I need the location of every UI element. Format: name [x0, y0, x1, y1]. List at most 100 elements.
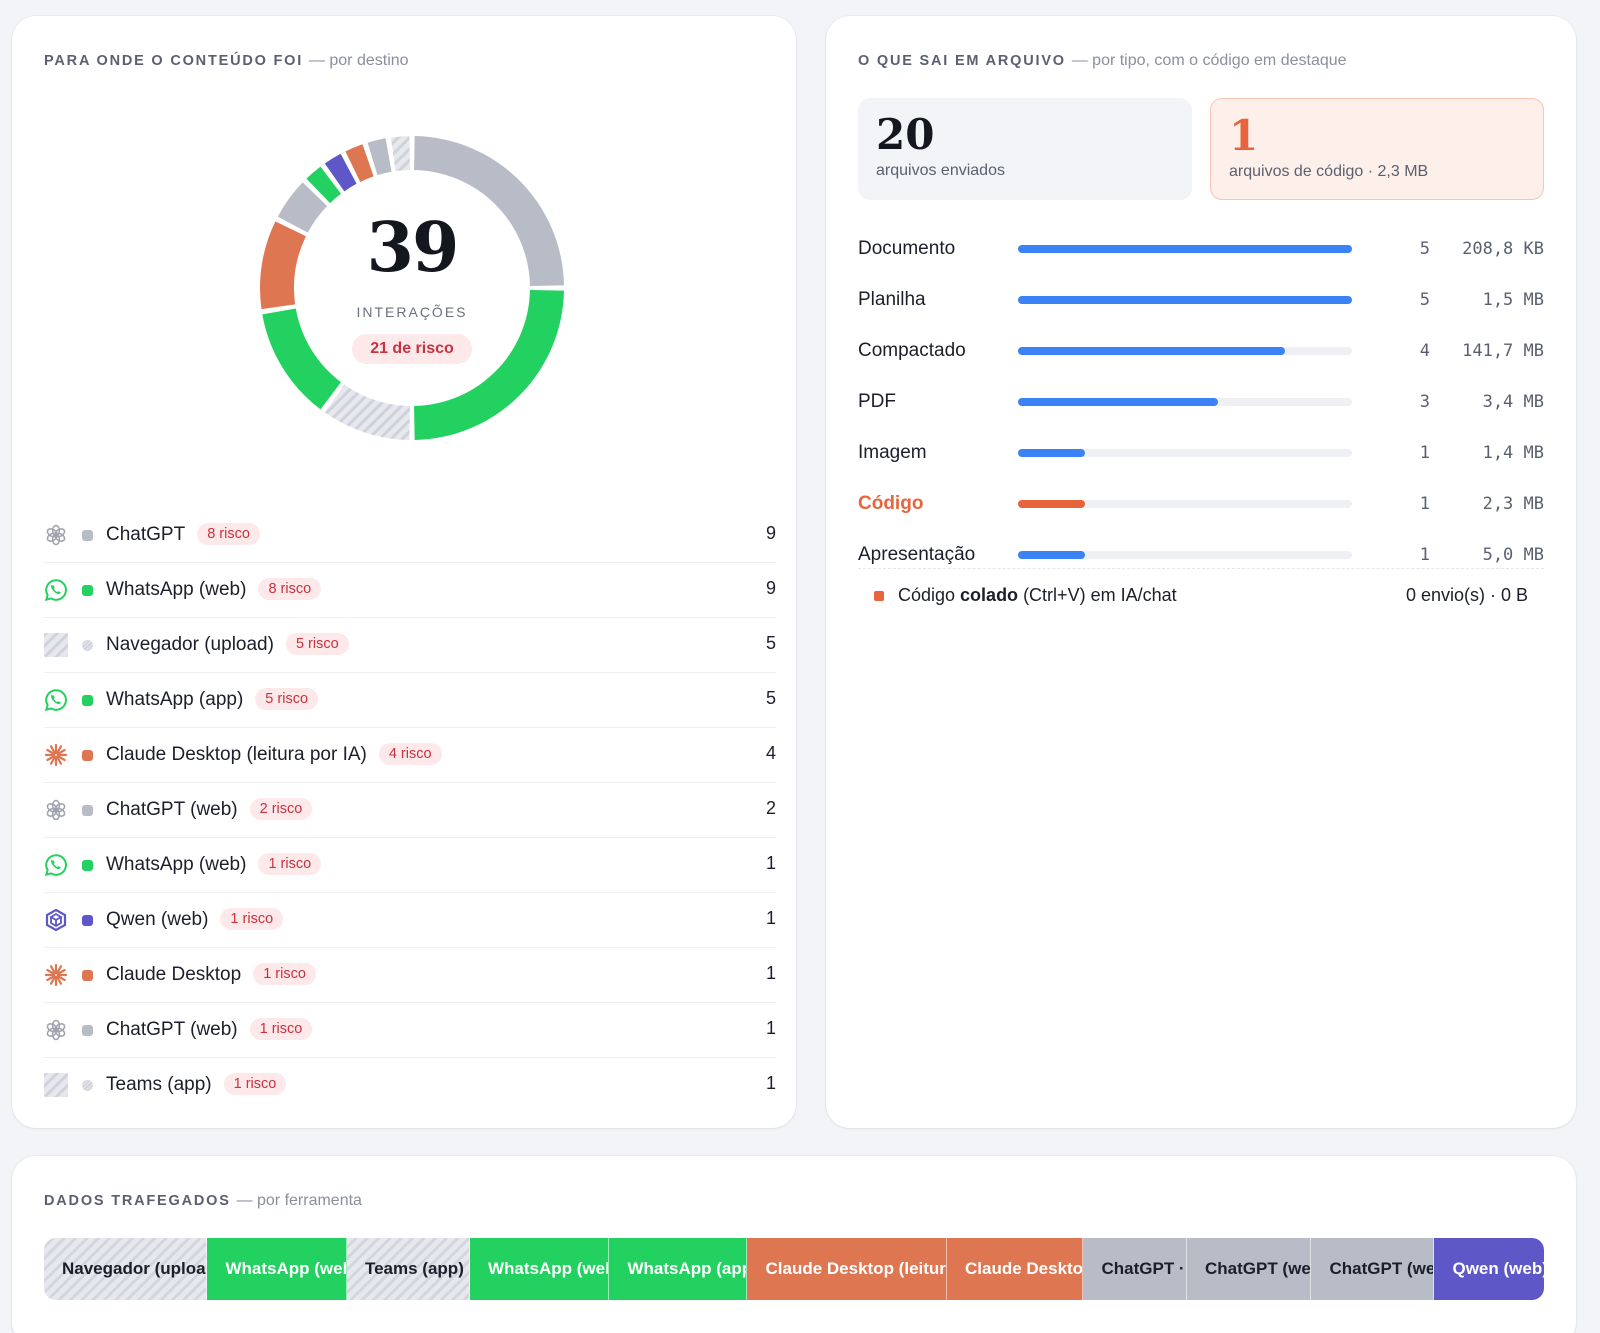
destination-name-text: Teams (app) — [106, 1074, 212, 1095]
destination-color-dot — [82, 530, 93, 541]
destination-name: ChatGPT (web) 1 risco — [106, 1018, 313, 1041]
files-card: O QUE SAI EM ARQUIVO — por tipo, com o c… — [826, 16, 1576, 1128]
destination-row: Qwen (web) 1 risco 1 — [44, 893, 776, 948]
destination-name: Navegador (upload) 5 risco — [106, 633, 349, 656]
traffic-segment[interactable]: Teams (app) — [346, 1238, 470, 1300]
destination-name-text: WhatsApp (app) — [106, 689, 244, 710]
whatsapp-icon — [44, 578, 68, 602]
destination-risk-badge: 1 risco — [258, 853, 322, 875]
destination-color-dot — [82, 1025, 93, 1036]
destination-color-dot — [82, 750, 93, 761]
destination-name: ChatGPT 8 risco — [106, 523, 260, 546]
file-type-size: 208,8 KB — [1462, 239, 1544, 259]
files-subtitle: — por tipo, com o código em destaque — [1071, 52, 1347, 69]
donut-segment[interactable] — [324, 384, 410, 440]
destinations-donut-chart: 39 INTERAÇÕES 21 de risco — [244, 120, 580, 456]
donut-segment[interactable] — [277, 182, 328, 233]
claude-icon — [44, 743, 68, 767]
destination-count: 1 — [765, 853, 776, 873]
destination-risk-badge: 1 risco — [223, 1073, 287, 1095]
destination-name-text: Qwen (web) — [106, 909, 209, 930]
donut-svg — [260, 136, 564, 440]
traffic-segment[interactable]: Claude Desktop — [946, 1238, 1084, 1300]
file-type-row: Código 1 2,3 MB — [858, 479, 1544, 530]
traffic-segment[interactable]: ChatGPT (web) — [1311, 1238, 1435, 1300]
file-type-row: Apresentação 1 5,0 MB — [858, 530, 1544, 581]
file-type-size: 2,3 MB — [1482, 494, 1544, 514]
file-type-name: Imagem — [858, 442, 927, 463]
traffic-segment[interactable]: WhatsApp (web) — [207, 1238, 347, 1300]
destination-row: Claude Desktop 1 risco 1 — [44, 948, 776, 1003]
file-type-row: Documento 5 208,8 KB — [858, 224, 1544, 275]
file-type-size: 1,5 MB — [1482, 290, 1544, 310]
file-type-bar-track — [1018, 245, 1352, 253]
files-total-label: arquivos enviados — [876, 162, 1005, 179]
destination-count: 9 — [765, 578, 776, 598]
file-type-name: PDF — [858, 391, 896, 412]
donut-segment[interactable] — [367, 138, 392, 176]
donut-segment[interactable] — [390, 136, 410, 172]
file-type-name: Apresentação — [858, 544, 976, 565]
destination-count: 9 — [765, 523, 776, 543]
file-type-size: 1,4 MB — [1482, 443, 1544, 463]
chatgpt-icon — [44, 798, 68, 822]
files-code-value: 1 — [1229, 111, 1259, 160]
traffic-segment[interactable]: Qwen (web) — [1434, 1238, 1544, 1300]
destination-count: 1 — [765, 963, 776, 983]
donut-segment[interactable] — [324, 153, 357, 192]
chatgpt-icon — [44, 523, 68, 547]
donut-total: 39 — [366, 208, 460, 288]
destination-risk-badge: 8 risco — [197, 523, 260, 545]
destination-name-text: Navegador (upload) — [106, 634, 274, 655]
destination-count: 5 — [765, 633, 776, 653]
file-type-count: 5 — [1419, 290, 1430, 310]
donut-segment[interactable] — [306, 166, 341, 204]
destination-color-dot — [82, 695, 93, 706]
traffic-segment[interactable]: WhatsApp (app) — [609, 1238, 748, 1300]
traffic-title-block: DADOS TRAFEGADOS — por ferramenta — [44, 1192, 362, 1210]
traffic-segment[interactable]: Navegador (upload) — [44, 1238, 208, 1300]
destination-count: 5 — [765, 688, 776, 708]
file-type-bar-track — [1018, 500, 1352, 508]
destination-color-dot — [82, 970, 93, 981]
donut-segment[interactable] — [262, 308, 341, 410]
file-type-bar-fill — [1018, 500, 1085, 508]
file-type-bar-fill — [1018, 245, 1352, 253]
donut-segment[interactable] — [260, 221, 306, 310]
destination-name-text: Claude Desktop — [106, 964, 242, 985]
file-types-list: Documento 5 208,8 KB Planilha 5 1,5 MB Compact… — [858, 224, 1544, 581]
destination-count: 1 — [765, 1073, 776, 1093]
file-type-count: 1 — [1419, 545, 1430, 565]
destination-name-text: ChatGPT (web) — [106, 1019, 238, 1040]
file-type-row: Planilha 5 1,5 MB — [858, 275, 1544, 326]
file-type-name: Compactado — [858, 340, 966, 361]
donut-segment[interactable] — [414, 290, 564, 440]
files-code-label: arquivos de código · 2,3 MB — [1229, 163, 1429, 180]
destination-color-dot — [82, 860, 93, 871]
qwen-icon — [44, 908, 68, 932]
donut-segment[interactable] — [414, 136, 564, 286]
file-type-bar-track — [1018, 347, 1352, 355]
code-paste-bold: colado — [960, 585, 1019, 605]
destination-row: WhatsApp (web) 8 risco 9 — [44, 563, 776, 618]
files-total-stat: 20 arquivos enviados — [858, 98, 1192, 200]
donut-segment[interactable] — [345, 144, 374, 182]
traffic-segment[interactable]: ChatGPT (web) — [1186, 1238, 1312, 1300]
destination-name: Claude Desktop 1 risco — [106, 963, 316, 986]
destination-name-text: WhatsApp (web) — [106, 579, 247, 600]
code-paste-suffix: (Ctrl+V) em IA/chat — [1018, 585, 1177, 605]
traffic-card: DADOS TRAFEGADOS — por ferramenta Navega… — [12, 1156, 1576, 1333]
destination-row: Teams (app) 1 risco 1 — [44, 1058, 776, 1113]
file-type-count: 5 — [1419, 239, 1430, 259]
traffic-title: DADOS TRAFEGADOS — [44, 1193, 231, 1209]
file-type-bar-track — [1018, 398, 1352, 406]
traffic-segment[interactable]: WhatsApp (web) — [469, 1238, 610, 1300]
destination-row: WhatsApp (web) 1 risco 1 — [44, 838, 776, 893]
file-type-name: Código — [858, 493, 924, 514]
destination-risk-badge: 1 risco — [249, 1018, 313, 1040]
traffic-segment[interactable]: ChatGPT · — [1083, 1238, 1187, 1300]
destination-count: 4 — [765, 743, 776, 763]
files-total-value: 20 — [876, 110, 935, 159]
traffic-segment[interactable]: Claude Desktop (leitura por IA) — [747, 1238, 947, 1300]
file-type-bar-fill — [1018, 347, 1286, 355]
